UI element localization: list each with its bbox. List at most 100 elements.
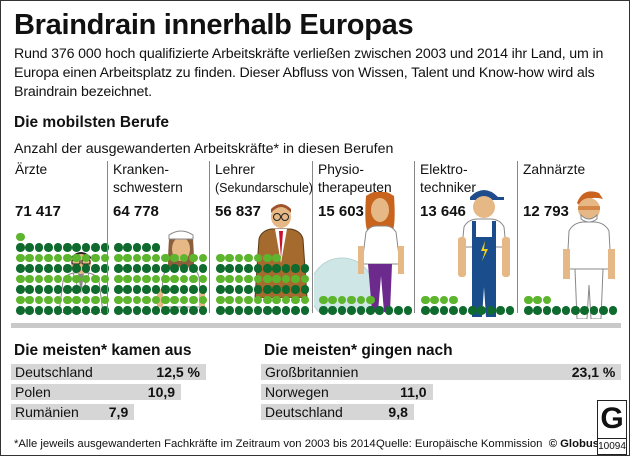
profession-column: Physio-therapeuten 15 603	[309, 161, 414, 323]
dot-marker	[272, 306, 281, 315]
dot-marker	[533, 306, 542, 315]
profession-value: 13 646	[420, 203, 466, 220]
dot-marker	[179, 306, 189, 315]
dot-marker	[189, 253, 198, 262]
dot-marker	[81, 306, 91, 315]
dot-marker	[337, 306, 347, 315]
dot-marker	[44, 264, 53, 273]
dot-marker	[114, 306, 123, 315]
dot-marker	[589, 306, 599, 315]
dot-marker	[281, 285, 291, 294]
dot-marker	[151, 274, 161, 283]
dot-marker	[179, 295, 189, 304]
dot-marker	[272, 285, 281, 294]
dot-marker	[25, 295, 34, 304]
dot-marker	[319, 306, 328, 315]
dot-marker	[151, 253, 161, 262]
dot-marker	[458, 306, 468, 315]
dot-marker	[53, 253, 63, 262]
profession-label: Physio-therapeuten	[318, 161, 392, 197]
page-title: Braindrain innerhalb Europas	[14, 9, 414, 41]
dot-marker	[189, 274, 198, 283]
profession-label-line1: Ärzte	[15, 162, 48, 177]
dot-marker	[34, 264, 44, 273]
dot-marker	[225, 253, 234, 262]
dot-marker	[524, 295, 533, 304]
dot-marker	[272, 264, 281, 273]
dot-marker	[300, 295, 310, 304]
dot-marker	[253, 253, 263, 262]
dot-marker	[216, 253, 225, 262]
dot-marker	[561, 306, 571, 315]
dot-marker	[244, 274, 253, 283]
dot-marker	[123, 264, 132, 273]
dot-marker	[189, 306, 198, 315]
profession-label-line1: Zahnärzte	[523, 162, 586, 177]
dot-marker	[170, 285, 179, 294]
dot-marker	[100, 243, 110, 252]
dot-marker	[300, 274, 310, 283]
profession-label-line2: schwestern	[113, 180, 183, 195]
dot-marker	[599, 306, 608, 315]
dot-marker	[216, 306, 225, 315]
dot-marker	[16, 232, 25, 241]
dot-marker	[403, 306, 413, 315]
dot-marker	[81, 264, 91, 273]
dot-marker	[542, 306, 552, 315]
dot-marker	[234, 285, 244, 294]
dot-marker	[179, 264, 189, 273]
dot-marker	[253, 295, 263, 304]
dot-marker	[44, 253, 53, 262]
dot-marker	[263, 285, 272, 294]
dot-marker	[16, 264, 25, 273]
column-separator	[107, 161, 108, 313]
dot-marker	[16, 253, 25, 262]
dot-marker	[263, 295, 272, 304]
dot-marker	[366, 295, 375, 304]
dot-marker	[25, 306, 34, 315]
dot-marker	[132, 306, 142, 315]
copyright-text: © Globus	[548, 438, 600, 450]
bar-value-label: 7,9	[108, 404, 129, 420]
dot-marker	[72, 274, 81, 283]
dot-marker	[100, 264, 110, 273]
dot-marker	[123, 274, 132, 283]
dot-marker	[225, 306, 234, 315]
dot-marker	[439, 306, 449, 315]
dot-marker	[161, 253, 170, 262]
dot-marker	[356, 306, 366, 315]
dot-marker	[281, 274, 291, 283]
dot-marker	[81, 243, 91, 252]
dot-marker	[53, 285, 63, 294]
profession-column: Lehrer (Sekundarschule) 56 837	[211, 161, 313, 315]
profession-value: 56 837	[215, 203, 261, 220]
dot-marker	[347, 306, 356, 315]
dot-marker	[34, 253, 44, 262]
dot-marker	[142, 243, 151, 252]
bar: Rumänien 7,9	[11, 404, 135, 420]
dot-marker	[291, 264, 300, 273]
dot-marker	[142, 253, 151, 262]
dot-marker	[72, 285, 81, 294]
dot-marker	[16, 285, 25, 294]
dot-marker	[244, 253, 253, 262]
dot-marker	[608, 306, 618, 315]
dot-marker	[449, 295, 458, 304]
dot-marker	[430, 295, 439, 304]
dot-marker	[244, 264, 253, 273]
dot-marker	[16, 306, 25, 315]
dot-marker	[225, 264, 234, 273]
dot-marker	[198, 264, 208, 273]
dot-marker	[132, 295, 142, 304]
dot-marker	[580, 306, 589, 315]
electrician-icon	[454, 187, 514, 322]
dot-marker	[81, 274, 91, 283]
dot-marker	[34, 285, 44, 294]
dot-marker	[179, 285, 189, 294]
bar-value-label: 11,0	[400, 384, 427, 400]
dot-marker	[281, 306, 291, 315]
profession-label-line1: Kranken-	[113, 162, 169, 177]
dot-marker	[347, 295, 356, 304]
dot-marker	[81, 253, 91, 262]
profession-label-line1: Lehrer	[215, 162, 255, 177]
